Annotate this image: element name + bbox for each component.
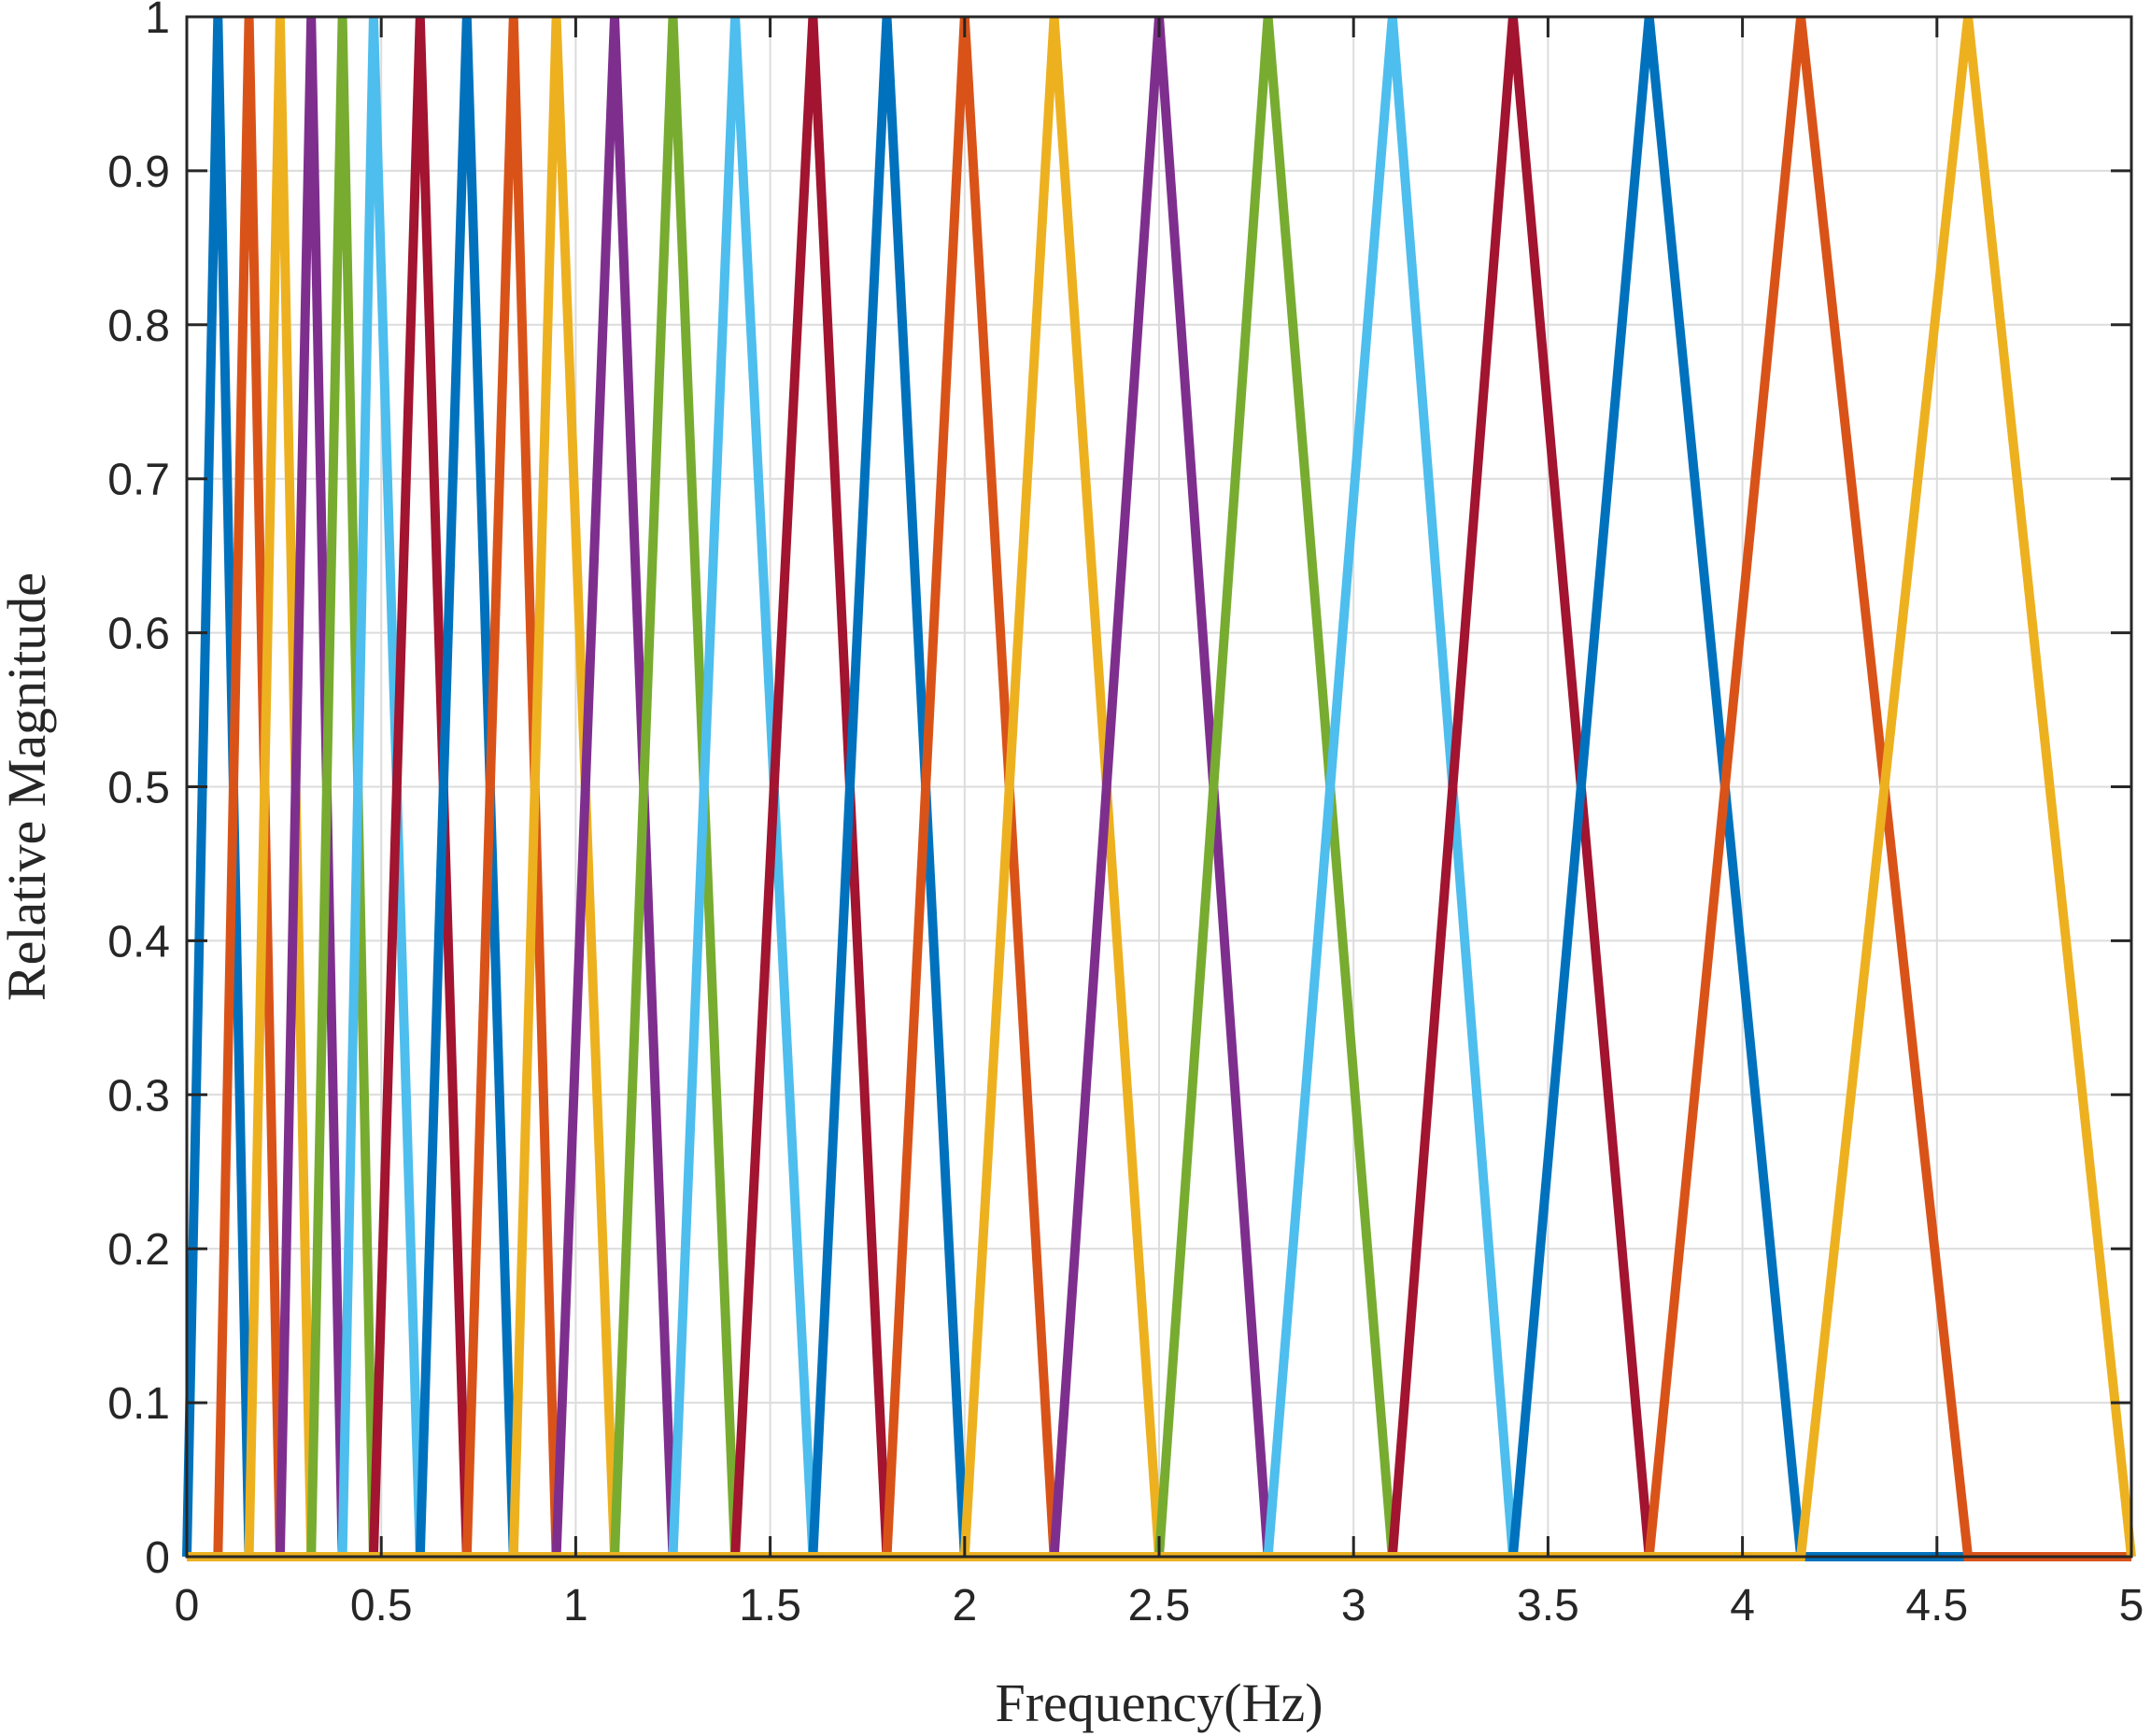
x-tick-label: 1 [563, 1581, 588, 1630]
y-tick-label: 0.4 [107, 917, 170, 967]
x-axis-title: Frequency(Hz) [995, 1672, 1323, 1733]
y-tick-label: 1 [145, 0, 170, 43]
y-tick-label: 0.1 [107, 1379, 170, 1429]
y-tick-label: 0.5 [107, 764, 170, 813]
x-tick-label: 4.5 [1905, 1581, 1968, 1630]
y-tick-label: 0.3 [107, 1071, 170, 1121]
x-tick-label: 2 [952, 1581, 977, 1630]
x-tick-label: 4 [1730, 1581, 1755, 1630]
y-axis-title: Relative Magnitude [0, 572, 57, 1001]
x-tick-label: 0 [175, 1581, 200, 1630]
axis-ticks [185, 15, 2133, 1559]
x-tick-label: 0.5 [350, 1581, 413, 1630]
x-tick-label: 1.5 [739, 1581, 801, 1630]
tick-labels: 0 0.5 1 1.5 2 2.5 3 3.5 4 4.5 5 0 0.1 0.2 0.3 0.4 0.5 0.6… [107, 0, 2144, 1630]
y-tick-label: 0.9 [107, 148, 170, 197]
x-tick-label: 3 [1341, 1581, 1366, 1630]
x-tick-label: 5 [2119, 1581, 2144, 1630]
y-tick-label: 0.8 [107, 302, 170, 351]
x-tick-label: 3.5 [1517, 1581, 1579, 1630]
y-tick-label: 0.2 [107, 1225, 170, 1275]
x-tick-label: 2.5 [1128, 1581, 1191, 1630]
y-tick-label: 0.6 [107, 610, 170, 659]
y-tick-label: 0.7 [107, 456, 170, 505]
y-tick-label: 0 [145, 1533, 170, 1583]
grid [187, 17, 2131, 1557]
